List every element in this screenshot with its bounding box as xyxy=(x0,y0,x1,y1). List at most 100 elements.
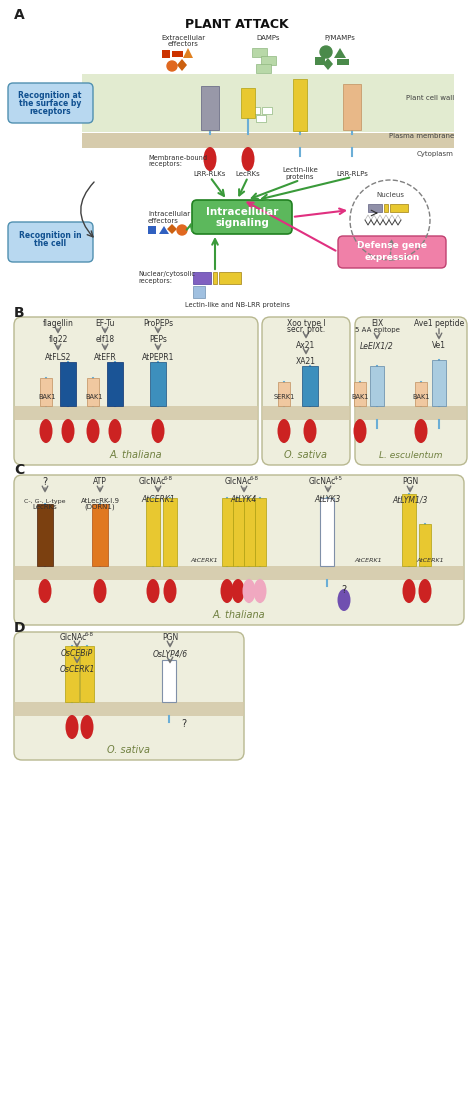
FancyBboxPatch shape xyxy=(368,204,382,212)
FancyBboxPatch shape xyxy=(262,317,350,465)
Text: (DORN1): (DORN1) xyxy=(85,504,115,511)
FancyBboxPatch shape xyxy=(370,366,384,407)
FancyBboxPatch shape xyxy=(415,382,427,407)
Text: GlcNAc: GlcNAc xyxy=(59,634,87,643)
Text: BAK1: BAK1 xyxy=(38,394,55,400)
Text: Defense gene: Defense gene xyxy=(357,242,427,251)
Text: C-, G-, L-type: C-, G-, L-type xyxy=(24,498,66,504)
Text: the surface by: the surface by xyxy=(19,100,81,109)
FancyBboxPatch shape xyxy=(8,83,93,123)
Ellipse shape xyxy=(81,715,93,739)
Text: receptors: receptors xyxy=(29,108,71,116)
Text: GlcNAc: GlcNAc xyxy=(224,477,252,486)
FancyBboxPatch shape xyxy=(256,115,266,122)
Text: OsCEBiP: OsCEBiP xyxy=(61,650,93,659)
Ellipse shape xyxy=(39,419,53,444)
Text: PLANT ATTACK: PLANT ATTACK xyxy=(185,18,289,30)
Text: flg22: flg22 xyxy=(48,336,68,345)
Polygon shape xyxy=(159,226,169,234)
FancyBboxPatch shape xyxy=(315,57,325,65)
FancyBboxPatch shape xyxy=(255,498,266,566)
Text: expression: expression xyxy=(365,252,419,261)
FancyBboxPatch shape xyxy=(250,108,260,114)
Text: Lectin-like and NB-LRR proteins: Lectin-like and NB-LRR proteins xyxy=(184,302,290,308)
Ellipse shape xyxy=(164,579,176,603)
FancyBboxPatch shape xyxy=(354,382,366,407)
Text: effectors: effectors xyxy=(148,218,179,224)
Text: LecRKs: LecRKs xyxy=(33,504,57,510)
Text: P/MAMPs: P/MAMPs xyxy=(325,35,356,41)
FancyBboxPatch shape xyxy=(162,660,176,702)
Text: AtLYK3: AtLYK3 xyxy=(315,495,341,504)
FancyBboxPatch shape xyxy=(384,204,388,212)
FancyBboxPatch shape xyxy=(163,498,177,566)
Text: AtLYK4: AtLYK4 xyxy=(231,495,257,504)
Polygon shape xyxy=(183,48,193,58)
Text: BAK1: BAK1 xyxy=(412,394,430,400)
Text: O. sativa: O. sativa xyxy=(108,745,151,755)
FancyBboxPatch shape xyxy=(262,407,350,420)
FancyBboxPatch shape xyxy=(14,566,464,580)
FancyBboxPatch shape xyxy=(80,646,94,702)
Text: Ve1: Ve1 xyxy=(432,342,446,351)
FancyBboxPatch shape xyxy=(219,272,241,284)
Text: PEPs: PEPs xyxy=(149,336,167,345)
Text: ?: ? xyxy=(341,585,346,595)
Ellipse shape xyxy=(203,147,217,171)
Text: BAK1: BAK1 xyxy=(351,394,369,400)
FancyBboxPatch shape xyxy=(107,362,123,407)
Text: ProPEPs: ProPEPs xyxy=(143,318,173,327)
Polygon shape xyxy=(323,58,333,69)
Text: Intracellular: Intracellular xyxy=(148,211,190,217)
Text: AtCERK1: AtCERK1 xyxy=(141,495,175,504)
FancyBboxPatch shape xyxy=(320,498,334,566)
Text: Plasma membrane: Plasma membrane xyxy=(389,133,454,139)
Text: 5 AA epitope: 5 AA epitope xyxy=(355,327,400,333)
FancyBboxPatch shape xyxy=(14,702,244,716)
FancyBboxPatch shape xyxy=(162,50,170,58)
Text: DAMPs: DAMPs xyxy=(256,35,280,41)
Text: AtCERK1: AtCERK1 xyxy=(354,558,382,562)
Text: XA21: XA21 xyxy=(296,356,316,365)
Text: AtCERK1: AtCERK1 xyxy=(416,558,444,562)
Text: 6-8: 6-8 xyxy=(84,632,93,636)
Text: B: B xyxy=(14,306,25,320)
Text: O. sativa: O. sativa xyxy=(284,450,328,460)
Ellipse shape xyxy=(220,579,234,603)
FancyBboxPatch shape xyxy=(193,286,205,298)
Text: LecRKs: LecRKs xyxy=(236,171,260,177)
FancyBboxPatch shape xyxy=(355,407,467,420)
Text: AtCERK1: AtCERK1 xyxy=(190,558,218,562)
Ellipse shape xyxy=(38,579,52,603)
Text: D: D xyxy=(14,620,26,635)
Text: LRR-RLKs: LRR-RLKs xyxy=(194,171,226,177)
FancyBboxPatch shape xyxy=(355,317,467,465)
Text: Plant cell wall: Plant cell wall xyxy=(406,95,454,101)
Ellipse shape xyxy=(231,579,245,603)
FancyBboxPatch shape xyxy=(222,498,233,566)
Circle shape xyxy=(320,46,332,58)
Text: AtFLS2: AtFLS2 xyxy=(45,353,71,362)
Circle shape xyxy=(177,225,187,235)
Text: Ave1 peptide: Ave1 peptide xyxy=(414,318,464,327)
FancyBboxPatch shape xyxy=(37,504,53,566)
Text: A: A xyxy=(14,8,25,22)
Text: ?: ? xyxy=(43,477,47,487)
FancyBboxPatch shape xyxy=(256,64,271,73)
Text: Recognition at: Recognition at xyxy=(18,92,82,101)
Text: A. thaliana: A. thaliana xyxy=(213,610,265,620)
Text: EIX: EIX xyxy=(371,318,383,327)
FancyBboxPatch shape xyxy=(14,475,464,625)
FancyBboxPatch shape xyxy=(419,524,431,566)
Text: AtEFR: AtEFR xyxy=(94,353,117,362)
Ellipse shape xyxy=(241,147,255,171)
FancyBboxPatch shape xyxy=(293,80,307,131)
FancyBboxPatch shape xyxy=(14,407,258,420)
FancyBboxPatch shape xyxy=(82,133,454,148)
Text: the cell: the cell xyxy=(34,240,66,249)
FancyBboxPatch shape xyxy=(8,222,93,262)
FancyBboxPatch shape xyxy=(278,382,290,407)
FancyBboxPatch shape xyxy=(87,379,99,407)
Text: Recognition in: Recognition in xyxy=(18,232,82,241)
Polygon shape xyxy=(334,48,346,58)
